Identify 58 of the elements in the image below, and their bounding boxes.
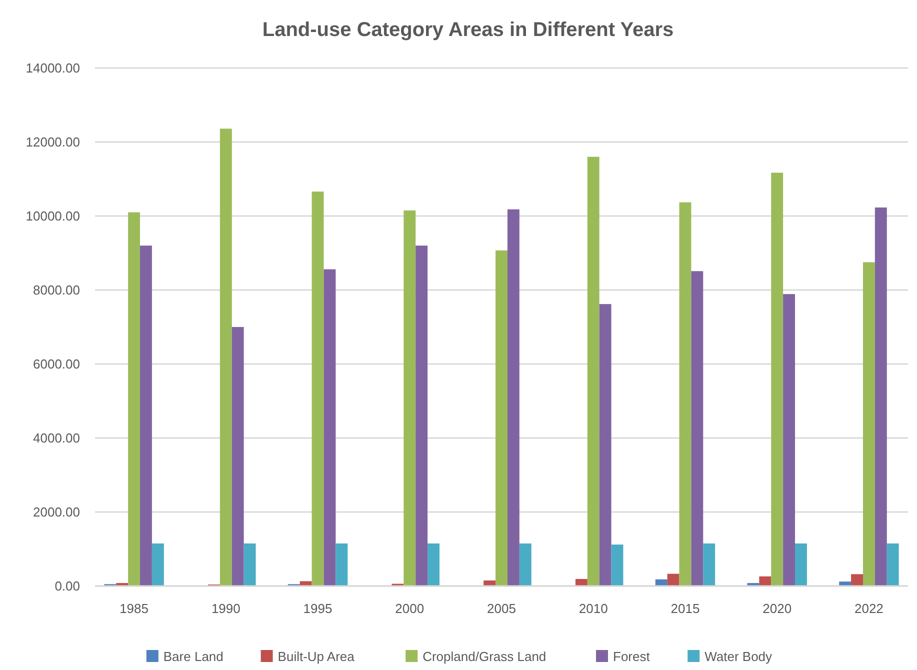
bar bbox=[300, 581, 312, 586]
bar bbox=[220, 128, 232, 586]
bar bbox=[599, 304, 612, 586]
bar bbox=[886, 543, 899, 586]
x-tick-label: 2000 bbox=[395, 601, 424, 616]
chart-title: Land-use Category Areas in Different Years bbox=[262, 19, 674, 41]
bar bbox=[152, 543, 164, 586]
bar bbox=[428, 543, 440, 586]
bar bbox=[759, 576, 772, 586]
y-tick-label: 6000.00 bbox=[33, 356, 80, 372]
legend-label: Bare Land bbox=[163, 649, 224, 664]
bar bbox=[416, 246, 428, 586]
bar bbox=[862, 262, 875, 586]
x-tick-label: 1995 bbox=[303, 601, 332, 616]
bar bbox=[679, 202, 692, 586]
bar bbox=[128, 212, 140, 586]
bar bbox=[496, 250, 508, 586]
x-tick-label: 2022 bbox=[854, 601, 884, 616]
bar bbox=[312, 192, 324, 586]
bar bbox=[484, 580, 496, 586]
bar bbox=[839, 582, 852, 586]
y-tick-label: 12000.00 bbox=[26, 134, 80, 150]
y-tick-label: 8000.00 bbox=[33, 282, 80, 298]
y-tick-label: 14000.00 bbox=[26, 60, 80, 76]
bar bbox=[324, 269, 336, 586]
x-tick-label: 1985 bbox=[120, 601, 149, 616]
bar bbox=[575, 578, 588, 586]
bar bbox=[655, 579, 668, 586]
bar bbox=[140, 246, 152, 586]
bar bbox=[404, 210, 416, 586]
bar bbox=[336, 543, 348, 586]
x-tick-label: 2005 bbox=[487, 601, 516, 616]
legend-label: Built-Up Area bbox=[278, 649, 356, 664]
bar bbox=[244, 543, 256, 586]
legend-label: Cropland/Grass Land bbox=[422, 649, 546, 664]
x-tick-label: 2015 bbox=[670, 601, 700, 616]
y-tick-label: 4000.00 bbox=[33, 430, 80, 446]
x-tick-label: 2010 bbox=[578, 601, 608, 616]
y-tick-label: 2000.00 bbox=[33, 504, 80, 520]
y-tick-label: 0.00 bbox=[54, 578, 80, 594]
bar bbox=[795, 543, 807, 586]
bar bbox=[507, 209, 520, 586]
bar bbox=[703, 543, 716, 586]
bar bbox=[851, 574, 863, 586]
legend-label: Forest bbox=[613, 649, 650, 664]
bar bbox=[783, 294, 796, 586]
bar bbox=[667, 574, 680, 586]
y-tick-label: 10000.00 bbox=[26, 208, 80, 224]
x-tick-label: 1990 bbox=[211, 601, 240, 616]
bar bbox=[232, 327, 244, 586]
legend-label: Water Body bbox=[704, 649, 773, 664]
bar bbox=[874, 207, 887, 586]
bar bbox=[771, 172, 784, 586]
bar bbox=[587, 156, 600, 586]
x-tick-label: 2020 bbox=[762, 601, 792, 616]
bar bbox=[691, 271, 704, 586]
bar bbox=[611, 544, 624, 586]
bar bbox=[519, 543, 532, 586]
